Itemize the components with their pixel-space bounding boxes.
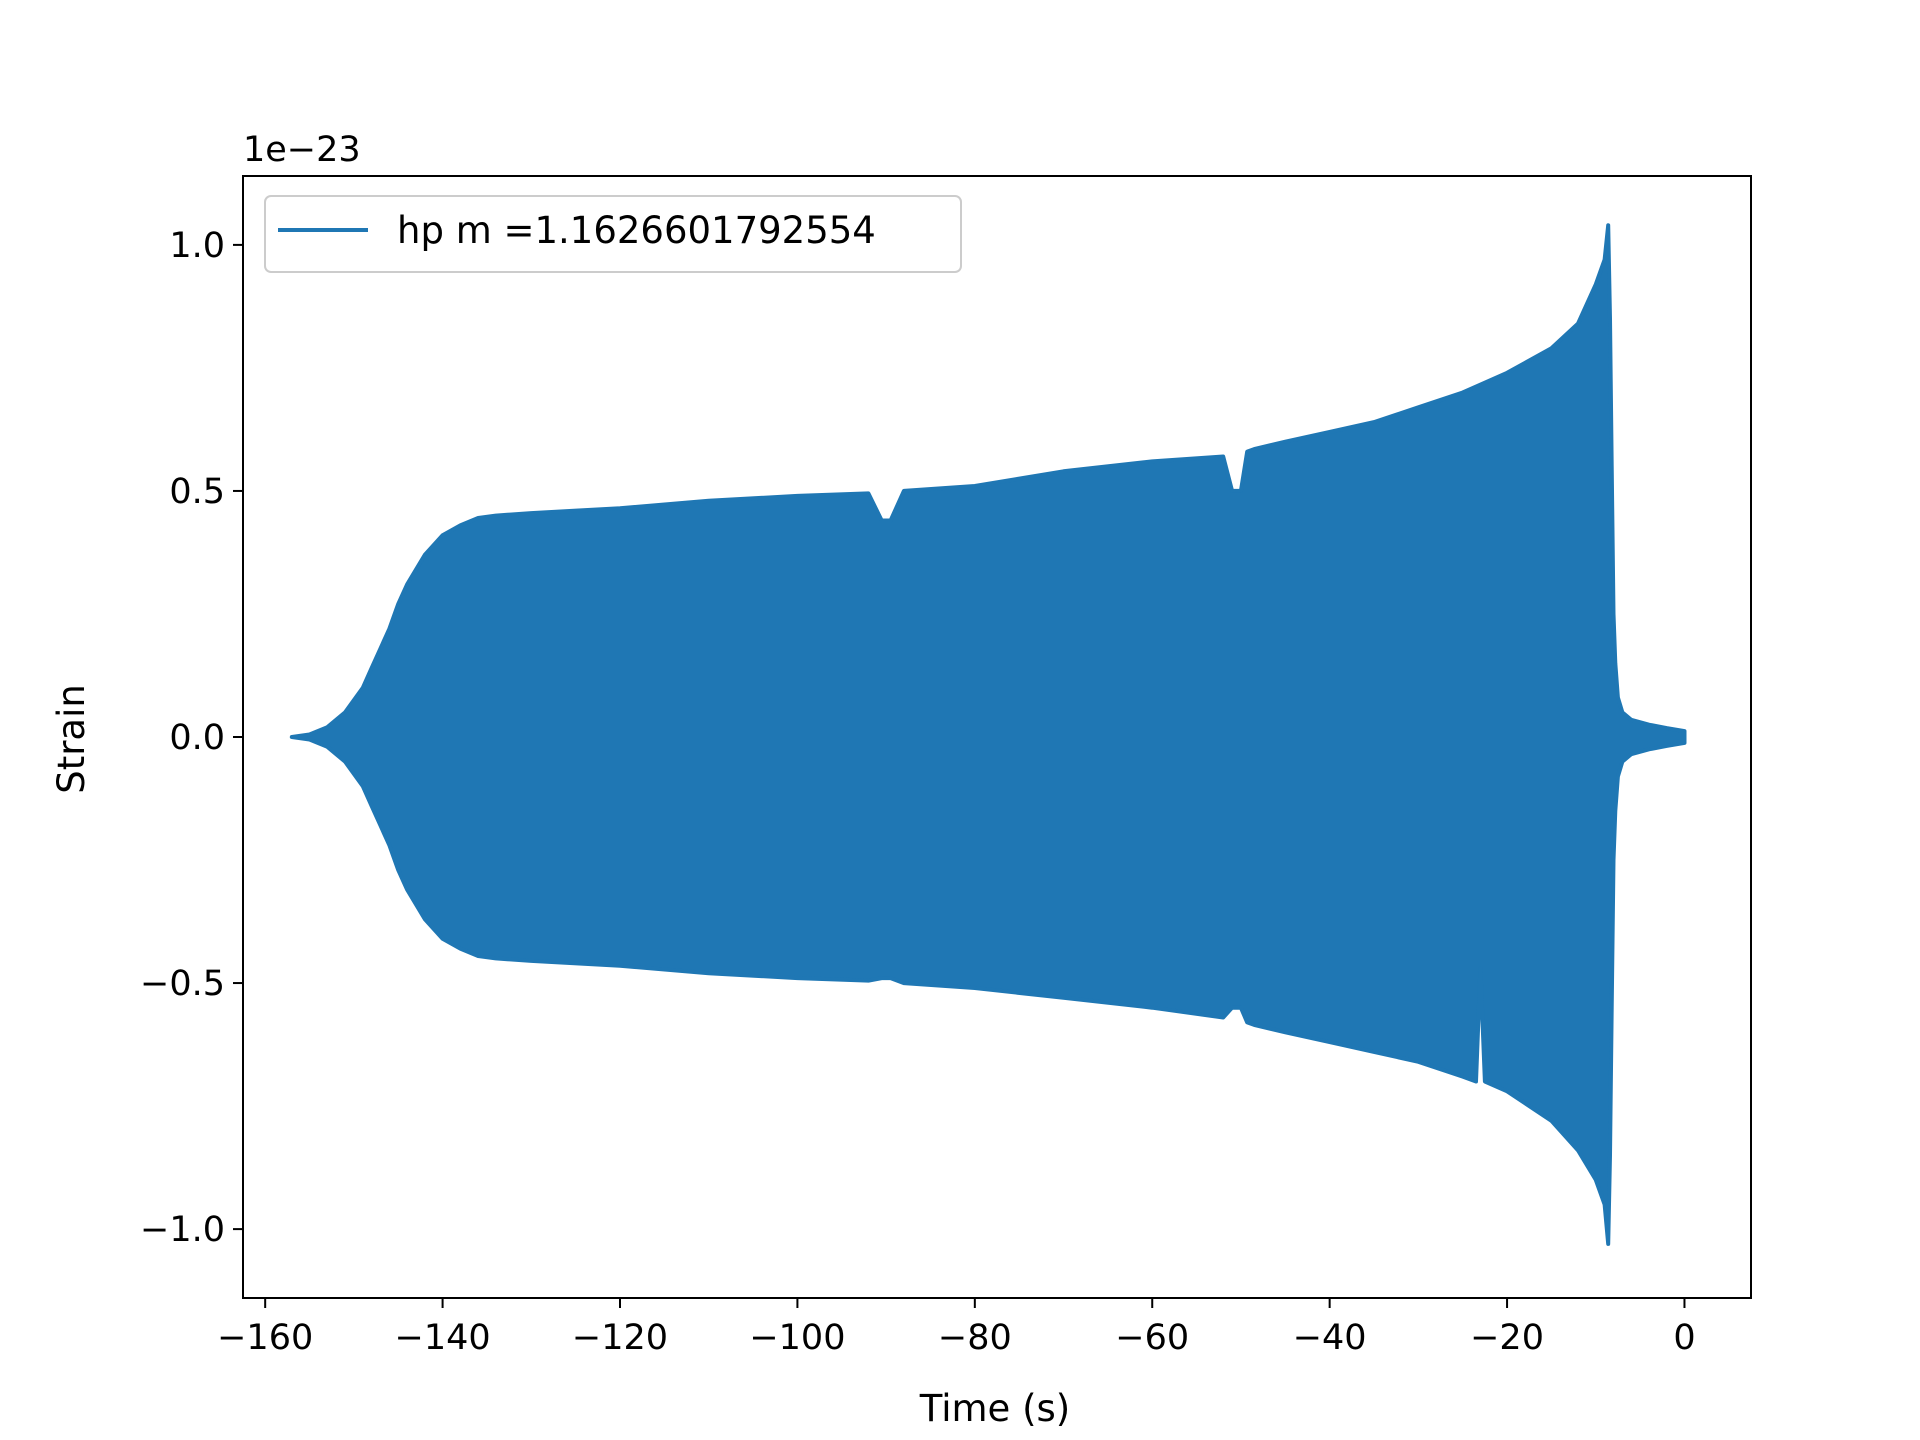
x-tick-label: −100 (749, 1318, 845, 1358)
y-offset-label: 1e−23 (243, 130, 361, 170)
waveform-series (289, 223, 1687, 1246)
axes: −160 −140 −120 −100 −80 −60 −40 −20 0 1.0 0.5 0.0 −0… (140, 175, 1752, 1358)
x-tick-label: −20 (1470, 1318, 1544, 1358)
y-tick-label: 0.0 (169, 718, 225, 758)
y-tick-label: 1.0 (169, 226, 225, 266)
plot-area (289, 223, 1687, 1246)
y-axis-label: Strain (50, 684, 93, 794)
x-tick-label: −120 (572, 1318, 668, 1358)
x-tick-label: −140 (395, 1318, 491, 1358)
x-tick-label: −80 (938, 1318, 1012, 1358)
y-tick-label: −0.5 (140, 964, 225, 1004)
x-tick-label: −40 (1293, 1318, 1367, 1358)
legend-label: hp m =1.1626601792554 (397, 209, 876, 252)
legend-box (264, 195, 962, 273)
legend: hp m =1.1626601792554 (264, 195, 962, 273)
x-axis-label: Time (s) (919, 1387, 1070, 1430)
x-tick-label: 0 (1673, 1318, 1695, 1358)
x-tick-label: −160 (217, 1318, 313, 1358)
y-tick-label: −1.0 (140, 1210, 225, 1250)
x-tick-label: −60 (1115, 1318, 1189, 1358)
y-tick-label: 0.5 (169, 472, 225, 512)
